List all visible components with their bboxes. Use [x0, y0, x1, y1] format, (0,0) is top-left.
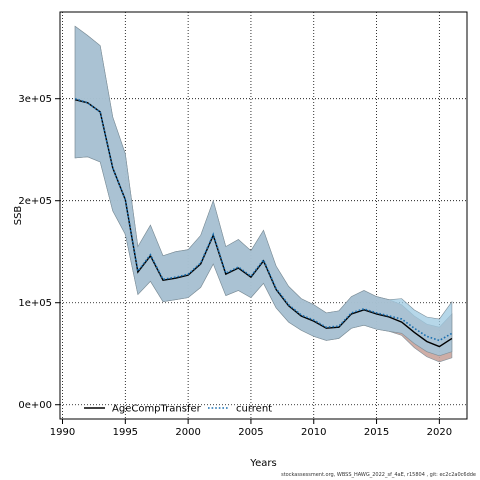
legend-label-current: current [236, 404, 272, 415]
y-tick-label-0: 0e+00 [18, 400, 52, 411]
x-axis-label: Years [249, 458, 276, 469]
series-lines [74, 97, 453, 348]
y-tick-label-2: 2e+05 [18, 196, 52, 207]
x-tick-label-5: 2015 [364, 427, 389, 438]
y-tick-label-1: 1e+05 [18, 298, 52, 309]
x-tick-label-1: 1995 [113, 427, 138, 438]
x-tick-label-4: 2010 [301, 427, 326, 438]
y-tick-label-3: 3e+05 [18, 94, 52, 105]
confidence-band-current [74, 25, 453, 357]
x-tick-label-3: 2005 [238, 427, 263, 438]
x-tick-label-6: 2020 [427, 427, 452, 438]
x-tick-label-0: 1990 [50, 427, 75, 438]
footer-credit: stockassessment.org, WBSS_HAWG_2022_sf_4… [281, 472, 476, 478]
y-axis-label: SSB [13, 206, 24, 226]
y-axis: 0e+00 1e+05 2e+05 3e+05 [18, 94, 60, 411]
confidence-bands [74, 25, 453, 363]
x-axis: 1990 1995 2000 2005 2010 2015 2020 [50, 418, 452, 438]
legend-label-agecomptransfer: AgeCompTransfer [112, 404, 202, 415]
legend: AgeCompTransfer current [84, 404, 272, 415]
x-tick-label-2: 2000 [175, 427, 200, 438]
